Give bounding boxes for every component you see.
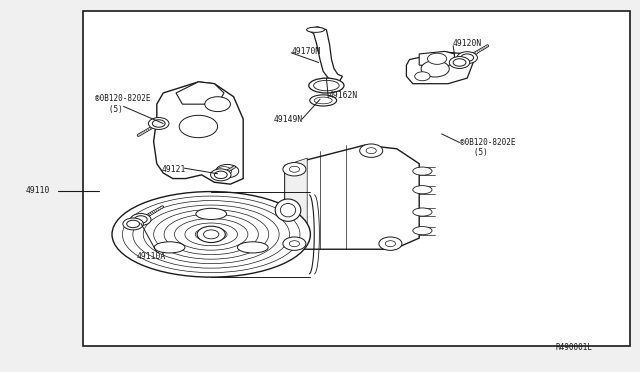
Polygon shape (285, 145, 419, 249)
Circle shape (283, 237, 306, 250)
Text: 49110: 49110 (26, 186, 50, 195)
Circle shape (415, 72, 430, 81)
Ellipse shape (112, 192, 310, 277)
Ellipse shape (308, 78, 344, 93)
Text: R490001L: R490001L (555, 343, 592, 352)
Circle shape (197, 226, 225, 243)
Polygon shape (419, 51, 454, 67)
Circle shape (449, 57, 470, 68)
Ellipse shape (413, 227, 432, 235)
Circle shape (152, 120, 165, 127)
Text: ®0B120-8202E
   (5): ®0B120-8202E (5) (95, 94, 150, 114)
Text: 49162N: 49162N (328, 92, 358, 100)
Text: 49120N: 49120N (453, 39, 483, 48)
Text: 49170M: 49170M (291, 47, 321, 56)
Circle shape (385, 241, 396, 247)
Text: ®0B120-8202E
   (5): ®0B120-8202E (5) (460, 138, 515, 157)
Circle shape (289, 241, 300, 247)
Ellipse shape (314, 97, 332, 104)
Circle shape (428, 53, 447, 64)
Ellipse shape (413, 186, 432, 194)
Circle shape (123, 218, 143, 230)
Ellipse shape (154, 242, 185, 253)
Ellipse shape (196, 208, 227, 219)
Ellipse shape (237, 242, 268, 253)
Circle shape (204, 230, 219, 239)
Ellipse shape (413, 208, 432, 216)
Ellipse shape (280, 203, 296, 217)
Circle shape (179, 115, 218, 138)
Ellipse shape (275, 199, 301, 221)
Polygon shape (176, 82, 224, 104)
Circle shape (457, 52, 477, 64)
Circle shape (283, 163, 306, 176)
Circle shape (453, 59, 466, 66)
Circle shape (421, 61, 449, 77)
Circle shape (131, 214, 151, 225)
Circle shape (289, 166, 300, 172)
Polygon shape (154, 82, 243, 184)
Ellipse shape (413, 167, 432, 175)
Circle shape (360, 144, 383, 157)
Text: 49110A: 49110A (136, 252, 166, 261)
Ellipse shape (314, 80, 339, 91)
Circle shape (127, 220, 140, 228)
Circle shape (134, 216, 147, 223)
Bar (83, 11, 630, 346)
Circle shape (211, 169, 231, 181)
Text: 49149N: 49149N (274, 115, 303, 124)
Circle shape (205, 97, 230, 112)
Circle shape (214, 171, 227, 179)
Text: 49121: 49121 (162, 165, 186, 174)
Circle shape (366, 148, 376, 154)
Polygon shape (406, 52, 474, 84)
Circle shape (461, 54, 474, 61)
Polygon shape (285, 158, 307, 249)
Polygon shape (307, 27, 342, 82)
Circle shape (216, 167, 232, 176)
Circle shape (216, 164, 239, 178)
Circle shape (379, 237, 402, 250)
Ellipse shape (307, 27, 324, 32)
Ellipse shape (310, 95, 337, 106)
Circle shape (148, 118, 169, 129)
